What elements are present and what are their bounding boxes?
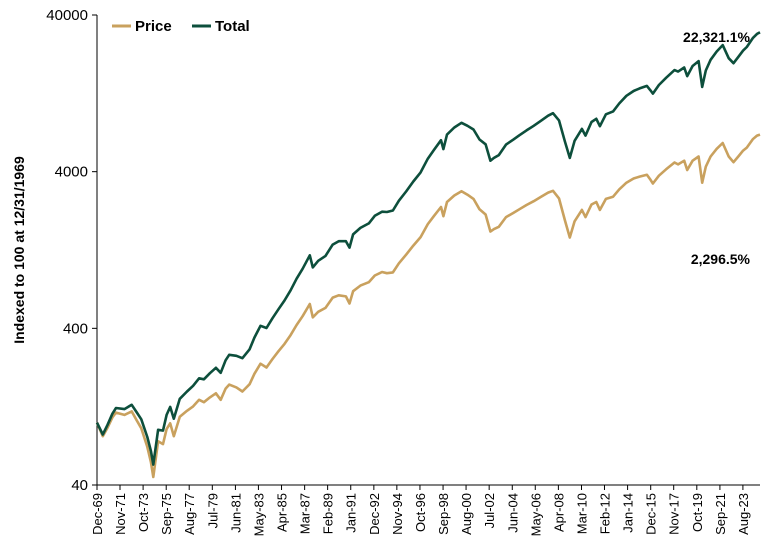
x-axis-ticks: Dec-69 Nov-71 Oct-73 Sep-75 Aug-77 Jul-79 Jun-… xyxy=(90,485,751,536)
series-lines xyxy=(95,31,761,479)
y-tick-label: 40000 xyxy=(46,7,88,24)
x-tick-label: Mar-10 xyxy=(574,493,589,534)
x-tick-label: Sep-98 xyxy=(436,493,451,535)
x-tick-label: Feb-89 xyxy=(321,493,336,534)
x-tick-label: May-06 xyxy=(528,493,543,536)
legend-label-price: Price xyxy=(135,18,172,35)
x-tick-label: Jan-91 xyxy=(344,493,359,533)
x-tick-label: Jun-04 xyxy=(505,493,520,533)
x-tick-label: Dec-69 xyxy=(90,493,105,535)
legend: Price Total xyxy=(112,18,250,35)
x-tick-label: Oct-96 xyxy=(413,493,428,532)
y-axis-ticks: 40 400 4000 40000 xyxy=(46,7,97,494)
x-tick-label: Mar-87 xyxy=(298,493,313,534)
x-tick-label: May-83 xyxy=(251,493,266,536)
x-tick-label: Apr-08 xyxy=(551,493,566,532)
y-axis-label: Indexed to 100 at 12/31/1969 xyxy=(11,156,27,344)
x-tick-label: Jul-79 xyxy=(205,493,220,528)
x-tick-label: Dec-15 xyxy=(644,493,659,535)
chart-axes xyxy=(96,15,760,486)
x-tick-label: Oct-73 xyxy=(136,493,151,532)
x-tick-label: Nov-17 xyxy=(667,493,682,535)
x-tick-label: Aug-77 xyxy=(182,493,197,535)
annotation-total: 22,321.1% xyxy=(683,29,750,45)
x-tick-label: Nov-94 xyxy=(390,493,405,535)
y-tick-label: 400 xyxy=(63,320,88,337)
series-line-price xyxy=(95,133,761,479)
y-tick-label: 40 xyxy=(71,477,88,494)
series-line-total xyxy=(95,31,761,466)
annotations: 22,321.1% 2,296.5% xyxy=(683,29,750,267)
x-tick-label: Dec-92 xyxy=(367,493,382,535)
x-tick-label: Jan-14 xyxy=(621,493,636,533)
x-tick-label: Sep-75 xyxy=(159,493,174,535)
x-tick-label: Apr-85 xyxy=(275,493,290,532)
y-tick-label: 4000 xyxy=(55,164,88,181)
annotation-price: 2,296.5% xyxy=(691,251,751,267)
x-tick-label: Sep-21 xyxy=(713,493,728,535)
x-tick-label: Jun-81 xyxy=(228,493,243,533)
x-tick-label: Jul-02 xyxy=(482,493,497,528)
x-tick-label: Nov-71 xyxy=(113,493,128,535)
x-tick-label: Feb-12 xyxy=(597,493,612,534)
x-tick-label: Aug-00 xyxy=(459,493,474,535)
legend-label-total: Total xyxy=(215,18,250,35)
x-tick-label: Oct-19 xyxy=(690,493,705,532)
x-tick-label: Aug-23 xyxy=(736,493,751,535)
